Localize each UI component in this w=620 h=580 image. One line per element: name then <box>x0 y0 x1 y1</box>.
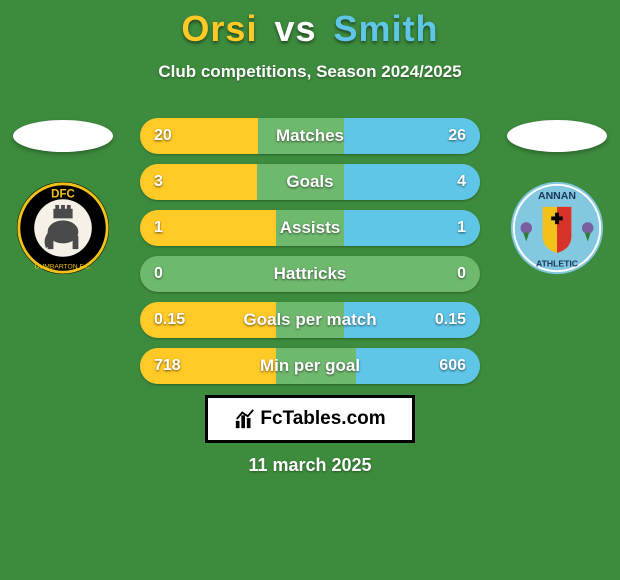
stat-value-right: 4 <box>457 164 466 200</box>
stat-value-left: 3 <box>154 164 163 200</box>
stat-value-right: 1 <box>457 210 466 246</box>
stat-row: Hattricks0 0 <box>140 256 480 292</box>
stat-label: Matches <box>140 118 480 154</box>
svg-text:DFC: DFC <box>51 188 75 200</box>
svg-text:DUMBARTON F.C.: DUMBARTON F.C. <box>35 263 92 270</box>
stat-label: Hattricks <box>140 256 480 292</box>
left-club-badge: DFC DUMBARTON F.C. <box>15 180 111 276</box>
stat-row: Matches20 26 <box>140 118 480 154</box>
stat-value-left: 718 <box>154 348 181 384</box>
stats-table: Matches20 26 Goals3 4 Assists1 1 Hattricks0 0 Go… <box>140 118 480 394</box>
brand-text: FcTables.com <box>260 408 385 430</box>
stat-label: Min per goal <box>140 348 480 384</box>
stat-row: Goals3 4 <box>140 164 480 200</box>
right-player-flag <box>507 120 607 152</box>
brand-chart-icon <box>234 408 256 430</box>
stat-row: Assists1 1 <box>140 210 480 246</box>
stat-value-right: 26 <box>448 118 466 154</box>
brand-box[interactable]: FcTables.com <box>205 395 415 443</box>
infographic-date: 11 march 2025 <box>0 455 620 476</box>
svg-text:ANNAN: ANNAN <box>538 190 576 202</box>
stat-value-left: 1 <box>154 210 163 246</box>
stat-label: Goals <box>140 164 480 200</box>
left-player-flag <box>13 120 113 152</box>
title-right: Smith <box>334 8 439 49</box>
stat-value-right: 606 <box>439 348 466 384</box>
stat-value-left: 0 <box>154 256 163 292</box>
stat-row: Goals per match0.15 0.15 <box>140 302 480 338</box>
subtitle: Club competitions, Season 2024/2025 <box>0 62 620 82</box>
stat-value-right: 0.15 <box>435 302 466 338</box>
stat-value-right: 0 <box>457 256 466 292</box>
right-club-badge: ANNAN ATHLETIC <box>509 180 605 276</box>
svg-text:ATHLETIC: ATHLETIC <box>536 258 578 268</box>
title-left: Orsi <box>181 8 257 49</box>
stat-value-left: 0.15 <box>154 302 185 338</box>
page-title: Orsi vs Smith <box>0 8 620 50</box>
player-right-column: ANNAN ATHLETIC <box>502 120 612 276</box>
title-vs: vs <box>274 8 316 49</box>
stat-label: Assists <box>140 210 480 246</box>
stat-row: Min per goal718 606 <box>140 348 480 384</box>
player-left-column: DFC DUMBARTON F.C. <box>8 120 118 276</box>
stat-label: Goals per match <box>140 302 480 338</box>
stat-value-left: 20 <box>154 118 172 154</box>
